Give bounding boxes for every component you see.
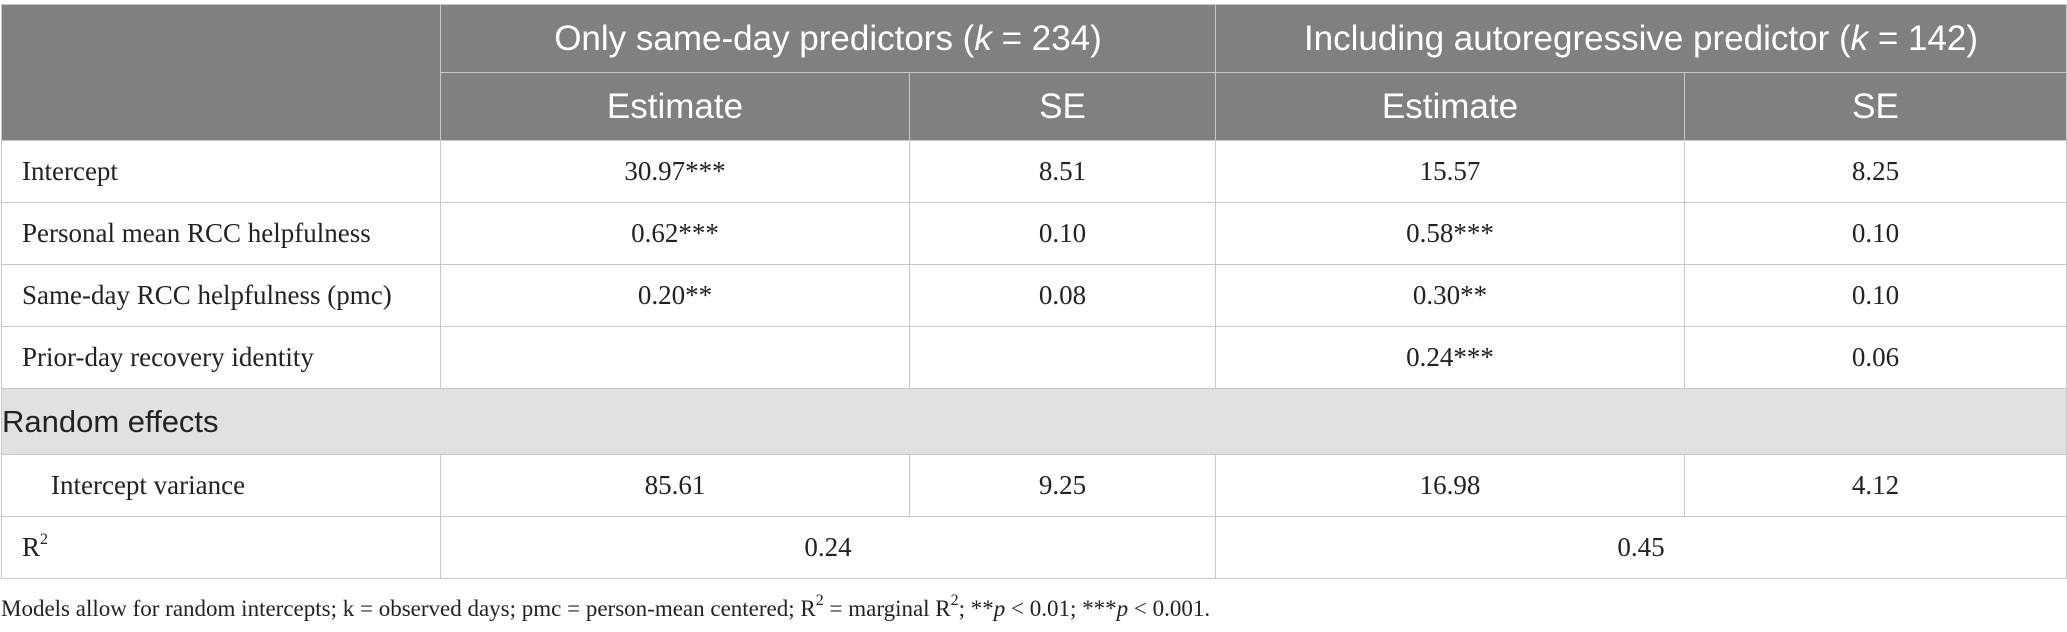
header-empty-cell — [1, 4, 441, 141]
table-row: Intercept variance 85.61 9.25 16.98 4.12 — [1, 454, 2067, 517]
cell-se-1: 8.51 — [909, 140, 1216, 203]
cell-se-1: 0.08 — [909, 264, 1216, 327]
r2-value-2: 0.45 — [1215, 516, 2067, 579]
header-se-2: SE — [1684, 72, 2067, 141]
cell-estimate-2: 16.98 — [1215, 454, 1685, 517]
results-table: Only same-day predictors (k = 234) Inclu… — [1, 4, 2067, 579]
table-footnote: Models allow for random intercepts; k = … — [1, 592, 1211, 621]
row-label: Intercept variance — [1, 454, 441, 517]
header-estimate-2: Estimate — [1215, 72, 1685, 141]
r2-row: R2 0.24 0.45 — [1, 516, 2067, 579]
row-label: Prior-day recovery identity — [1, 326, 441, 389]
cell-estimate-2: 0.58*** — [1215, 202, 1685, 265]
cell-se-2: 0.06 — [1684, 326, 2067, 389]
cell-estimate-1: 30.97*** — [440, 140, 910, 203]
cell-estimate-2: 0.30** — [1215, 264, 1685, 327]
header-row-groups: Only same-day predictors (k = 234) Inclu… — [1, 4, 2067, 141]
cell-se-2: 4.12 — [1684, 454, 2067, 517]
cell-se-1: 0.10 — [909, 202, 1216, 265]
table-row: Prior-day recovery identity 0.24*** 0.06 — [1, 326, 2067, 389]
header-group-autoregressive: Including autoregressive predictor (k = … — [1215, 4, 2067, 73]
r2-value-1: 0.24 — [440, 516, 1216, 579]
r2-label: R2 — [1, 516, 441, 579]
row-label: Personal mean RCC helpfulness — [1, 202, 441, 265]
cell-estimate-2: 0.24*** — [1215, 326, 1685, 389]
cell-estimate-1 — [440, 326, 910, 389]
cell-estimate-1: 0.62*** — [440, 202, 910, 265]
header-group-same-day: Only same-day predictors (k = 234) — [440, 4, 1216, 73]
header-se-1: SE — [909, 72, 1216, 141]
random-effects-section-row: Random effects — [1, 388, 2067, 455]
row-label: Same-day RCC helpfulness (pmc) — [1, 264, 441, 327]
cell-estimate-1: 0.20** — [440, 264, 910, 327]
cell-estimate-2: 15.57 — [1215, 140, 1685, 203]
cell-se-2: 0.10 — [1684, 264, 2067, 327]
table-row: Personal mean RCC helpfulness 0.62*** 0.… — [1, 202, 2067, 265]
header-estimate-1: Estimate — [440, 72, 910, 141]
random-effects-section-label: Random effects — [1, 388, 2067, 455]
table-row: Intercept 30.97*** 8.51 15.57 8.25 — [1, 140, 2067, 203]
row-label: Intercept — [1, 140, 441, 203]
cell-se-1 — [909, 326, 1216, 389]
table-row: Same-day RCC helpfulness (pmc) 0.20** 0.… — [1, 264, 2067, 327]
header-row-columns: Estimate SE Estimate SE — [2, 72, 2067, 141]
cell-se-2: 8.25 — [1684, 140, 2067, 203]
cell-estimate-1: 85.61 — [440, 454, 910, 517]
cell-se-1: 9.25 — [909, 454, 1216, 517]
cell-se-2: 0.10 — [1684, 202, 2067, 265]
